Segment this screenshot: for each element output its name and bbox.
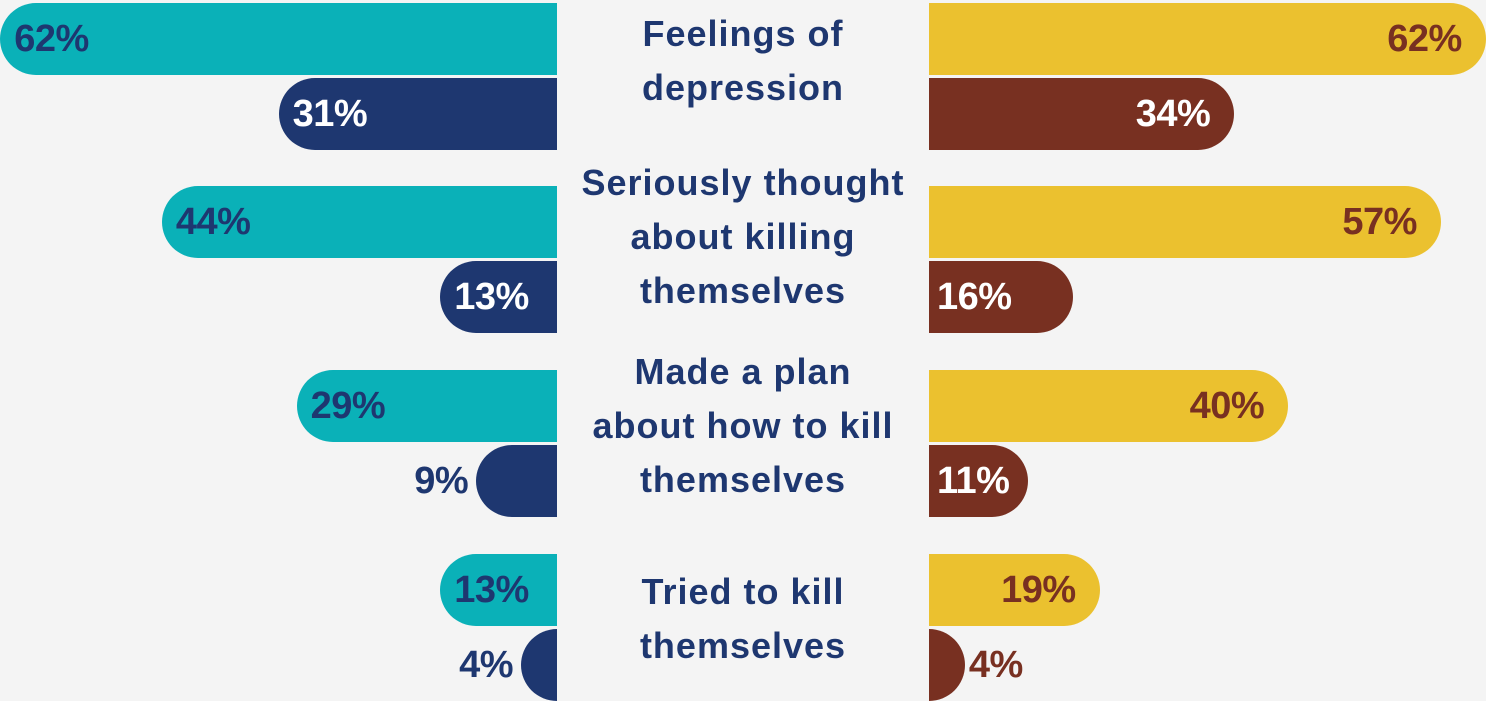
category-label: Feelings of depression <box>557 7 929 115</box>
data-label: 4% <box>968 644 1023 686</box>
data-label: 31% <box>292 93 368 135</box>
data-label: 40% <box>1189 385 1265 427</box>
category-label: Tried to kill themselves <box>557 565 929 673</box>
category-label-line: Tried to kill <box>641 571 845 612</box>
data-label: 13% <box>454 569 529 611</box>
category-label: Made a plan about how to kill themselves <box>557 345 929 507</box>
category-label-line: themselves <box>639 625 847 666</box>
data-label: 19% <box>1001 569 1076 611</box>
left-bar-a <box>296 370 557 442</box>
left-bar-b <box>440 261 557 333</box>
right-bar-b <box>929 78 1235 150</box>
category-label-line: about how to kill <box>592 405 894 446</box>
category-label-line: themselves <box>639 270 847 311</box>
left-bar-a <box>440 554 557 626</box>
data-label: 13% <box>454 276 529 318</box>
category-label-line: about killing <box>630 216 856 257</box>
left-bar-b <box>476 445 557 517</box>
data-label: 16% <box>937 276 1012 318</box>
right-bar-a <box>929 370 1289 442</box>
data-label: 57% <box>1342 201 1417 243</box>
category-label: Seriously thought about killing themselves <box>557 156 929 318</box>
data-label: 9% <box>414 460 469 502</box>
data-label: 34% <box>1135 93 1211 135</box>
left-bar-a <box>161 186 557 258</box>
left-bar-a <box>0 3 557 75</box>
data-label: 29% <box>310 385 386 427</box>
right-bar-b <box>929 629 965 701</box>
left-bar-b <box>278 78 557 150</box>
right-bar-a <box>929 3 1486 75</box>
data-label: 4% <box>459 644 514 686</box>
right-bar-b <box>929 261 1073 333</box>
category-label-line: Made a plan <box>634 351 852 392</box>
data-label: 62% <box>1387 18 1462 60</box>
data-label: 11% <box>937 460 1010 502</box>
category-label-line: themselves <box>639 459 847 500</box>
data-label: 44% <box>175 201 251 243</box>
category-label-line: depression <box>641 67 845 108</box>
data-label: 62% <box>14 18 89 60</box>
right-bar-b <box>929 445 1028 517</box>
right-bar-a <box>929 554 1100 626</box>
category-label-line: Seriously thought <box>581 162 905 203</box>
category-label-line: Feelings of <box>642 13 844 54</box>
right-bar-a <box>929 186 1441 258</box>
left-bar-b <box>521 629 557 701</box>
